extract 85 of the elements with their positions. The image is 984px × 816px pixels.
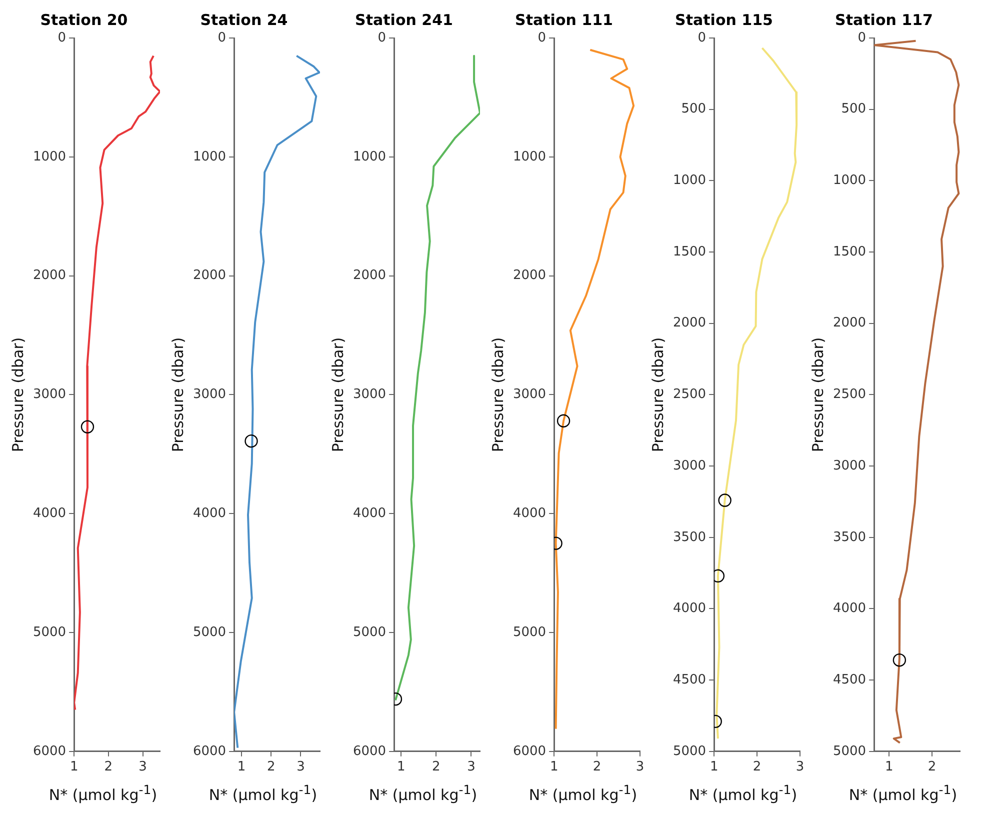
x-tick-label: 3: [636, 760, 644, 775]
y-axis-title: Pressure (dbar): [808, 337, 827, 452]
y-tick-label: 4000: [672, 601, 706, 616]
y-tick-label: 1500: [672, 244, 706, 260]
y-tick-label: 4000: [832, 601, 866, 616]
y-tick-label: 4500: [832, 672, 866, 688]
y-tick-label: 3000: [32, 387, 66, 402]
y-tick-label: 3500: [832, 530, 866, 545]
x-axis-title: N* (μmol kg$^{-1}$): [528, 782, 638, 804]
x-tick-label: 3: [467, 760, 476, 775]
y-tick-label: 3000: [512, 387, 546, 402]
x-tick-label: 1: [70, 760, 78, 775]
y-tick-label: 0: [378, 30, 386, 46]
x-tick-label: 1: [550, 760, 558, 775]
x-tick-label: 2: [432, 760, 440, 775]
y-tick-label: 5000: [512, 624, 546, 640]
x-tick-label: 1: [396, 760, 406, 775]
y-tick-label: 2000: [352, 268, 386, 284]
y-axis-title: Pressure (dbar): [168, 337, 187, 452]
y-tick-label: 1000: [32, 149, 66, 164]
y-tick-label: 1000: [192, 149, 226, 164]
y-tick-label: 1000: [672, 173, 706, 188]
x-tick-label: 2: [104, 760, 113, 775]
y-tick-label: 6000: [512, 744, 546, 759]
y-tick-label: 500: [841, 102, 866, 117]
y-tick-label: 4000: [192, 506, 226, 521]
chart-title: Station 117: [835, 10, 933, 29]
chart-title: Station 20: [40, 10, 128, 29]
y-tick-label: 2000: [672, 316, 706, 331]
y-tick-label: 5000: [32, 624, 66, 640]
y-tick-label: 0: [538, 30, 546, 46]
y-tick-label: 3000: [352, 387, 386, 402]
y-tick-label: 4000: [32, 506, 66, 521]
y-tick-label: 500: [681, 102, 706, 117]
chart-title: Station 115: [675, 10, 773, 29]
y-tick-label: 6000: [32, 744, 66, 759]
x-tick-label: 2: [266, 760, 276, 775]
y-tick-label: 2500: [832, 387, 866, 402]
y-tick-label: 3000: [832, 458, 866, 474]
y-tick-label: 4000: [352, 506, 386, 521]
y-tick-label: 1000: [352, 149, 386, 164]
y-tick-label: 1000: [512, 149, 546, 164]
y-tick-label: 0: [58, 30, 66, 46]
y-tick-label: 4000: [512, 506, 546, 521]
x-axis-title: N* (μmol kg$^{-1}$): [48, 782, 158, 804]
y-tick-label: 5000: [192, 624, 226, 640]
chart-title: Station 24: [200, 10, 288, 29]
y-tick-label: 2000: [192, 268, 226, 284]
y-tick-label: 1000: [832, 173, 866, 188]
y-tick-label: 0: [218, 30, 226, 46]
y-tick-label: 3500: [672, 530, 706, 545]
x-tick-label: 3: [296, 760, 305, 775]
x-axis-title: N* (μmol kg$^{-1}$): [688, 782, 798, 804]
y-axis-title: Pressure (dbar): [8, 337, 27, 452]
y-tick-label: 3000: [192, 387, 226, 402]
x-tick-label: 2: [752, 760, 762, 775]
y-tick-label: 2000: [512, 268, 546, 284]
y-tick-label: 4500: [672, 672, 706, 688]
x-tick-label: 1: [710, 760, 718, 775]
x-tick-label: 2: [592, 760, 602, 775]
y-tick-label: 6000: [192, 744, 226, 759]
y-tick-label: 2000: [32, 268, 66, 284]
y-tick-label: 6000: [352, 744, 386, 759]
x-tick-label: 3: [138, 760, 147, 775]
y-tick-label: 1500: [832, 244, 866, 260]
x-axis-title: N* (μmol kg$^{-1}$): [208, 782, 318, 804]
x-tick-label: 2: [928, 760, 936, 775]
y-tick-label: 0: [858, 30, 866, 46]
chart-title: Station 111: [515, 10, 613, 29]
x-tick-label: 3: [796, 760, 804, 775]
x-tick-label: 1: [237, 760, 246, 775]
x-tick-label: 1: [884, 760, 894, 775]
y-axis-title: Pressure (dbar): [648, 337, 667, 452]
x-axis-title: N* (μmol kg$^{-1}$): [848, 782, 958, 804]
y-tick-label: 5000: [832, 744, 866, 759]
y-tick-label: 5000: [672, 744, 706, 759]
chart-title: Station 241: [355, 10, 453, 29]
y-axis-title: Pressure (dbar): [328, 337, 347, 452]
y-axis-title: Pressure (dbar): [488, 337, 507, 452]
y-tick-label: 3000: [672, 458, 706, 474]
y-tick-label: 2500: [672, 387, 706, 402]
y-tick-label: 2000: [832, 316, 866, 331]
y-tick-label: 0: [698, 30, 706, 46]
y-tick-label: 5000: [352, 624, 386, 640]
x-axis-title: N* (μmol kg$^{-1}$): [368, 782, 478, 804]
